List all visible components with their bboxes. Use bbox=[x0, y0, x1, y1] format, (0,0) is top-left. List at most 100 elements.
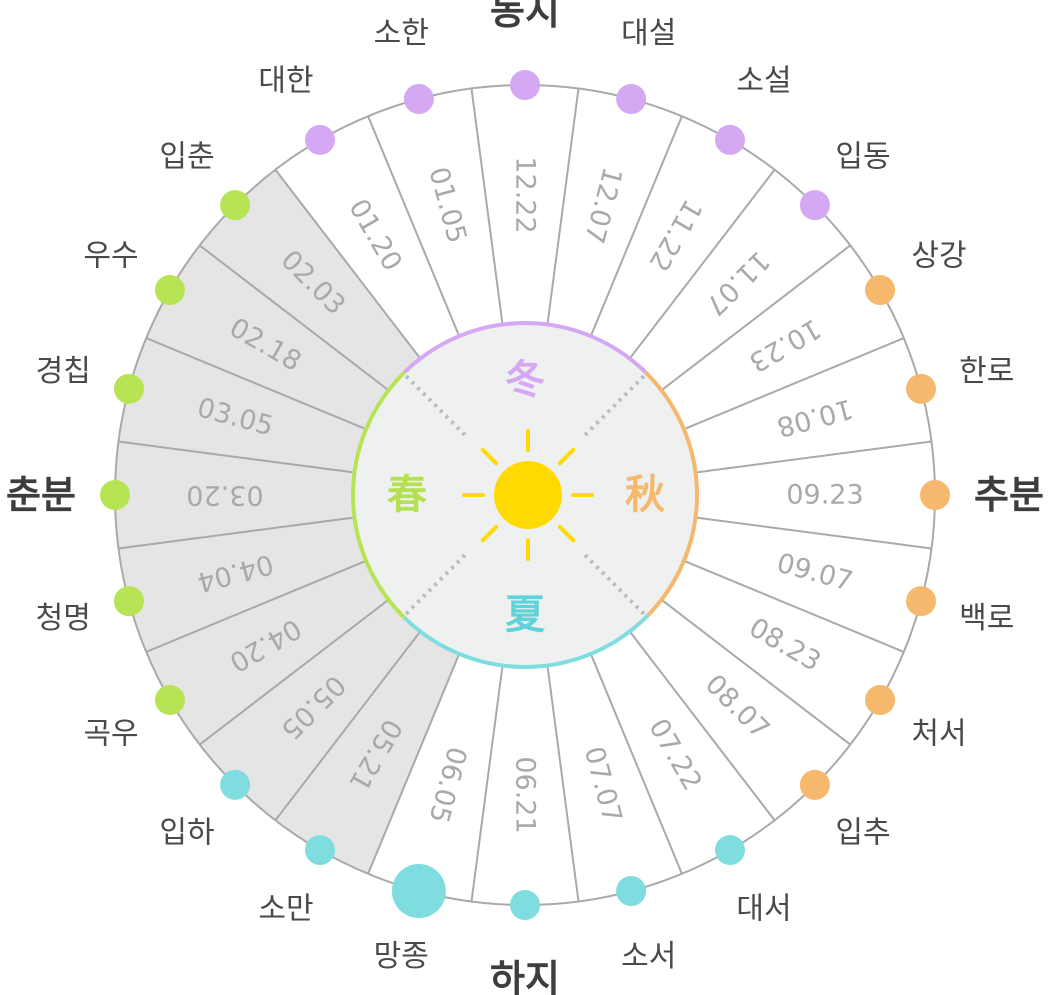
term-name: 소설 bbox=[736, 64, 791, 99]
term-dot bbox=[906, 586, 937, 617]
season-divider bbox=[583, 374, 646, 437]
highlighted-sector bbox=[115, 441, 355, 549]
sector-divider bbox=[118, 440, 355, 474]
term-dot bbox=[100, 480, 130, 510]
term-dot bbox=[616, 876, 647, 907]
term-dot bbox=[920, 480, 950, 510]
term-name: 추분 bbox=[974, 473, 1044, 517]
term-dot bbox=[865, 685, 896, 715]
term-date: 12.07 bbox=[578, 164, 628, 247]
sector-divider bbox=[145, 337, 367, 431]
term-date: 01.20 bbox=[342, 194, 407, 276]
term-date: 10.23 bbox=[744, 312, 826, 377]
term-dot bbox=[154, 275, 185, 305]
term-name: 입동 bbox=[835, 140, 890, 175]
term-name: 청명 bbox=[36, 601, 91, 636]
sector-divider bbox=[695, 440, 932, 474]
term-name: 동지 bbox=[490, 0, 560, 33]
sector-divider bbox=[683, 559, 905, 653]
term-date: 09.07 bbox=[773, 548, 856, 598]
term-name: 경칩 bbox=[36, 354, 91, 389]
term-date: 06.21 bbox=[510, 756, 541, 833]
term-name: 상강 bbox=[911, 239, 966, 274]
term-name: 소만 bbox=[258, 891, 313, 926]
sector-layer bbox=[115, 169, 460, 874]
sector-divider bbox=[660, 244, 851, 392]
sun-ray bbox=[480, 447, 499, 466]
sector-divider bbox=[628, 630, 776, 821]
sector-divider bbox=[660, 598, 851, 746]
term-dot bbox=[220, 769, 251, 800]
term-name: 대서 bbox=[736, 891, 791, 926]
term-dot bbox=[715, 124, 745, 155]
term-date: 10.08 bbox=[773, 392, 856, 442]
term-dot bbox=[715, 835, 745, 866]
inner-circle-layer: 冬秋夏 春 bbox=[351, 321, 699, 669]
sector-divider bbox=[695, 516, 932, 550]
term-date: 12.22 bbox=[510, 156, 541, 233]
term-dot bbox=[305, 124, 335, 155]
season-char-autumn: 秋 bbox=[625, 472, 665, 518]
term-dot bbox=[510, 890, 540, 920]
term-date: 08.23 bbox=[744, 612, 826, 677]
term-name: 소서 bbox=[621, 939, 676, 974]
highlighted-sector bbox=[199, 169, 421, 391]
term-dot bbox=[305, 835, 335, 866]
season-char-spring: 春 bbox=[387, 472, 427, 518]
sector-divider bbox=[683, 337, 905, 431]
highlighted-sector bbox=[146, 245, 389, 430]
term-dot bbox=[510, 70, 540, 100]
term-name: 처서 bbox=[911, 717, 966, 752]
sun-ray bbox=[557, 447, 576, 466]
sun-disc bbox=[494, 461, 562, 529]
term-dot bbox=[403, 83, 434, 114]
sector-divider bbox=[589, 653, 683, 875]
term-dot bbox=[391, 864, 446, 919]
season-divider bbox=[404, 553, 467, 616]
sector-divider bbox=[546, 665, 580, 902]
sun-ray bbox=[557, 524, 576, 543]
season-arc bbox=[401, 614, 649, 669]
sector-divider bbox=[199, 598, 390, 746]
term-date: 11.22 bbox=[642, 194, 707, 276]
term-name: 한로 bbox=[959, 354, 1014, 389]
term-name: 춘분 bbox=[6, 473, 76, 517]
season-char-summer: 夏 bbox=[505, 592, 546, 638]
term-name: 소한 bbox=[374, 16, 429, 51]
sector-divider bbox=[199, 244, 390, 392]
sector-divider bbox=[118, 516, 355, 550]
term-date: 06.05 bbox=[422, 743, 472, 826]
term-name: 곡우 bbox=[83, 717, 138, 752]
season-divider bbox=[404, 374, 467, 437]
highlighted-sector bbox=[146, 560, 389, 745]
term-name: 입추 bbox=[835, 815, 890, 850]
season-arc bbox=[351, 371, 406, 619]
spoke-layer bbox=[118, 88, 932, 902]
term-date: 01.05 bbox=[422, 164, 472, 247]
term-dot bbox=[154, 685, 185, 715]
term-date: 09.23 bbox=[786, 480, 863, 511]
season-arc bbox=[644, 371, 699, 619]
term-dot bbox=[799, 190, 830, 221]
sector-divider bbox=[367, 115, 461, 337]
term-name: 백로 bbox=[959, 601, 1014, 636]
term-date: 03.20 bbox=[186, 480, 263, 511]
term-date: 07.22 bbox=[642, 714, 707, 796]
term-name: 대설 bbox=[621, 16, 676, 51]
term-dot bbox=[220, 190, 251, 221]
sector-divider bbox=[367, 653, 461, 875]
term-dot bbox=[113, 373, 144, 404]
sector-divider bbox=[274, 630, 422, 821]
sector-divider bbox=[470, 665, 504, 902]
term-name: 대한 bbox=[258, 64, 313, 99]
term-name: 망종 bbox=[374, 939, 429, 974]
sector-divider bbox=[546, 88, 580, 325]
term-date: 07.07 bbox=[578, 743, 628, 826]
sector-divider bbox=[145, 559, 367, 653]
sector-divider bbox=[470, 88, 504, 325]
sun-icon bbox=[462, 429, 594, 561]
highlighted-sector bbox=[118, 338, 367, 473]
sector-divider bbox=[589, 115, 683, 337]
